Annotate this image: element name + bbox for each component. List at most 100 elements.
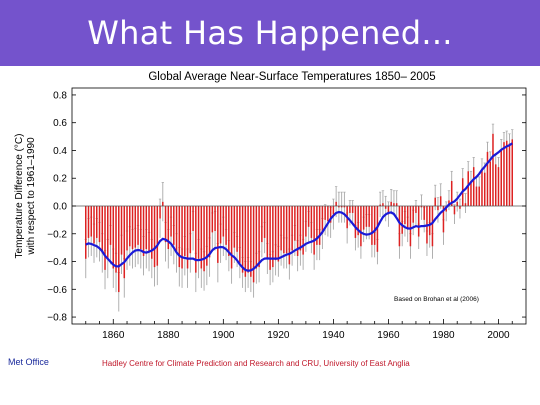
temperature-bar: [398, 206, 401, 247]
temperature-bar: [170, 206, 172, 237]
temperature-bar: [500, 149, 502, 206]
temperature-bar: [120, 206, 123, 255]
temperature-bar: [203, 206, 205, 272]
temperature-bar: [274, 206, 277, 261]
temperature-bar: [137, 206, 139, 245]
temperature-bar: [503, 142, 505, 206]
temperature-bar: [255, 206, 258, 269]
temperature-bar: [360, 206, 362, 247]
y-tick-label: 0.8: [53, 90, 67, 101]
temperature-bar: [431, 206, 434, 247]
y-tick-label: 0.2: [53, 174, 67, 185]
temperature-bar: [104, 206, 106, 270]
temperature-bar: [494, 164, 497, 206]
temperature-bar: [189, 206, 192, 254]
temperature-bar: [294, 206, 296, 241]
temperature-bar: [393, 203, 395, 206]
temperature-bar: [142, 206, 145, 256]
temperature-bar: [481, 168, 483, 206]
temperature-bar: [225, 206, 227, 245]
y-tick-label: 0.4: [53, 146, 67, 157]
temperature-bar: [131, 206, 134, 250]
temperature-bar: [181, 206, 183, 269]
y-axis-label-line1: Temperature Difference (°C): [14, 134, 25, 259]
temperature-bar: [101, 206, 104, 254]
temperature-bar: [272, 206, 274, 268]
temperature-bar: [376, 206, 379, 252]
temperature-bar: [186, 206, 189, 269]
temperature-bar: [129, 206, 131, 247]
temperature-bar: [450, 181, 453, 206]
temperature-bar: [316, 206, 318, 245]
temperature-bar: [195, 206, 197, 273]
temperature-bar: [354, 206, 357, 238]
temperature-bar: [464, 203, 467, 206]
x-tick-label: 1940: [322, 330, 345, 341]
x-tick-label: 1920: [267, 330, 290, 341]
temperature-bar: [492, 133, 494, 206]
temperature-bar: [296, 206, 299, 256]
temperature-bar: [134, 206, 137, 248]
temperature-bar: [327, 206, 329, 222]
temperature-bar: [140, 206, 142, 250]
temperature-bar: [258, 206, 260, 268]
temperature-bar: [470, 181, 472, 206]
temperature-bar: [351, 206, 354, 213]
temperature-bar: [145, 206, 148, 250]
temperature-bar: [200, 206, 203, 269]
temperature-bar: [472, 167, 475, 206]
temperature-bar: [197, 206, 200, 259]
temperature-bar: [313, 206, 315, 255]
x-tick-label: 1960: [377, 330, 400, 341]
temperature-bar: [423, 206, 425, 220]
temperature-bar: [406, 206, 409, 230]
temperature-bar: [184, 206, 186, 256]
temperature-bar: [277, 206, 280, 262]
temperature-bar: [324, 206, 326, 220]
temperature-bar: [428, 206, 431, 236]
temperature-bar: [415, 206, 417, 213]
temperature-bar: [332, 206, 335, 215]
temperature-bar: [442, 206, 445, 233]
source-annotation: Based on Brohan et al (2006): [394, 296, 479, 303]
x-tick-label: 1980: [432, 330, 455, 341]
smoothed-line: [85, 142, 513, 272]
temperature-bar: [244, 206, 247, 277]
temperature-bar: [85, 206, 87, 259]
temperature-bar: [288, 206, 291, 265]
temperature-bar: [404, 206, 406, 225]
x-tick-label: 1900: [212, 330, 235, 341]
chart-title: Global Average Near-Surface Temperatures…: [148, 71, 435, 83]
temperature-bar: [112, 206, 115, 269]
temperature-bar: [307, 206, 310, 227]
temperature-bar: [164, 206, 167, 243]
temperature-bar: [437, 206, 439, 211]
temperature-bar: [486, 151, 489, 206]
temperature-bar: [321, 206, 324, 234]
temperature-bar: [90, 206, 93, 237]
temperature-bar: [87, 206, 90, 238]
temperature-bar: [178, 206, 181, 268]
temperature-bar: [459, 206, 461, 209]
temperature-bar: [239, 206, 241, 263]
met-office-logo-text: Met Office: [8, 357, 49, 367]
temperature-bar: [511, 139, 513, 206]
temperature-bar: [318, 206, 321, 245]
temperature-bar: [305, 206, 307, 237]
x-axis: 1860 1880 1900 1920 1940 1960 1980 2000: [85, 319, 513, 341]
temperature-bar: [159, 206, 161, 219]
temperature-bar: [263, 206, 266, 238]
temperature-bar: [123, 206, 126, 279]
y-axis: −0.8 −0.6 −0.4 −0.2 0.0 0.2 0.4 0.6 0.8: [47, 90, 526, 324]
temperature-bar: [217, 206, 219, 263]
temperature-bar: [384, 206, 387, 209]
y-tick-label: −0.2: [47, 229, 67, 240]
temperature-bar: [285, 206, 288, 254]
temperature-bar: [192, 206, 194, 231]
temperature-bar: [266, 206, 269, 259]
temperature-bar: [93, 206, 95, 244]
temperature-bar: [230, 206, 233, 269]
y-axis-label: Temperature Difference (°C) with respect…: [14, 134, 37, 259]
temperature-bar: [340, 206, 343, 208]
slide-title: What Has Happened...: [87, 14, 453, 52]
